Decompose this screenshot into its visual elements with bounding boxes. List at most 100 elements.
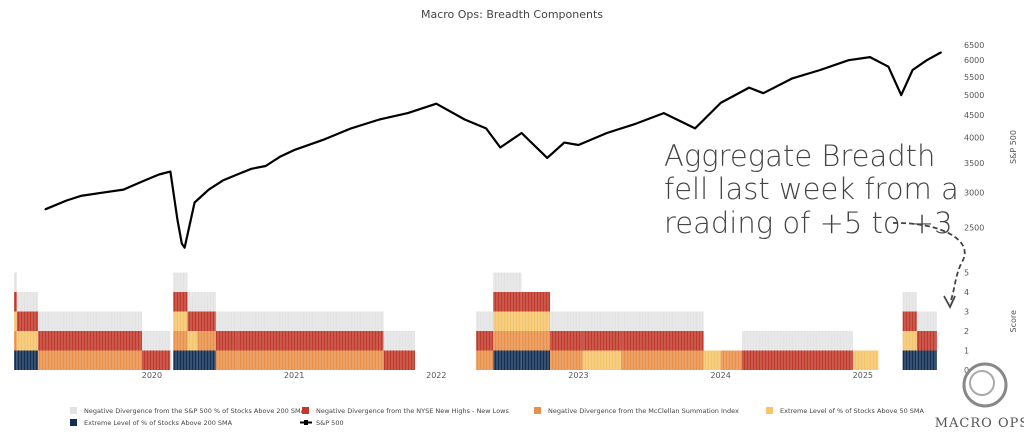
sp500-point [694, 127, 696, 130]
score-bar-div200 [493, 272, 522, 292]
score-tick-label: 0 [964, 366, 969, 375]
y-tick-label: 6500 [964, 41, 984, 50]
score-bar-mcclellan [215, 350, 238, 370]
sp500-point [169, 170, 172, 173]
annotation-line-1: Aggregate Breadth [664, 139, 935, 173]
annotation-line-2: fell last week from a [664, 172, 959, 206]
score-bar-mcclellan [550, 350, 583, 370]
score-tick-label: 2 [964, 327, 969, 336]
annotation: Aggregate Breadth fell last week from a … [664, 139, 966, 310]
score-bar-extreme50 [14, 311, 17, 331]
sp500-point [748, 86, 750, 89]
sp500-point [101, 191, 104, 194]
score-bar-mcclellan [720, 350, 742, 370]
y-tick-label: 4500 [964, 111, 984, 120]
sp500-point [193, 201, 196, 204]
x-tick-label: 2023 [568, 371, 588, 380]
x-tick-label: 2021 [284, 371, 304, 380]
score-bar-nhnl [383, 350, 415, 370]
score-bar-nhnl [16, 311, 39, 331]
sp500-point [719, 101, 722, 104]
legend-label-div200: Negative Divergence from the S&P 500 % o… [84, 407, 306, 415]
legend-marker-spx [304, 420, 308, 425]
sp500-point [485, 127, 487, 130]
sp500-point [563, 141, 566, 144]
sp500-point [250, 167, 253, 170]
score-bar-mcclellan [678, 350, 704, 370]
sp500-point [911, 69, 914, 71]
score-panel: 0 1 2 3 4 5 Score [13, 269, 1018, 375]
score-bar-div200 [621, 311, 679, 331]
score-bar-nhnl [215, 331, 238, 351]
sp500-point [520, 132, 523, 134]
score-bar-div200 [141, 331, 171, 351]
sp500-point [264, 165, 267, 167]
score-bar-nhnl [621, 331, 679, 351]
score-bar-extreme50 [703, 350, 721, 370]
score-bar-div200 [173, 272, 188, 292]
score-bar-mcclellan [476, 350, 494, 370]
sp500-point [499, 146, 502, 149]
x-tick-label: 2022 [426, 371, 446, 380]
sp500-point [207, 188, 210, 191]
y-tick-label: 5500 [964, 73, 984, 82]
sp500-panel: 2500 3000 3500 4000 4500 5000 5500 6000 6500 S&P … [44, 41, 1018, 249]
score-bar-mcclellan [14, 331, 17, 351]
annotation-arrow [892, 222, 966, 304]
sp500-point [350, 127, 352, 130]
sp500-point [143, 179, 146, 182]
sp500-point [293, 149, 296, 151]
sp500-point [321, 139, 324, 142]
score-bar-nhnl [197, 311, 216, 331]
annotation-arrowhead [943, 295, 956, 310]
score-bar-extreme50 [867, 350, 879, 370]
score-bar-div200 [476, 311, 494, 331]
score-bar-nhnl [173, 292, 188, 312]
score-bar-nhnl [550, 331, 583, 351]
sp500-point [158, 173, 160, 176]
score-bar-div200 [383, 331, 415, 351]
score-bar-div200 [187, 292, 198, 312]
sp500-point [869, 56, 871, 58]
sp500-point [847, 59, 850, 62]
sp500-point [634, 122, 637, 125]
legend-label-extreme50: Extreme Level of % of Stocks Above 50 SM… [780, 407, 925, 415]
y-tick-label: 5000 [964, 91, 984, 100]
legend-label-nhnl: Negative Divergence from the NYSE New Hi… [316, 407, 509, 415]
score-bar-extreme200 [493, 350, 522, 370]
sp500-point [79, 195, 82, 197]
legend: Negative Divergence from the S&P 500 % o… [70, 407, 925, 427]
score-bar-div200 [902, 292, 917, 312]
legend-swatch-mcclellan [534, 407, 541, 414]
score-bar-extreme200 [16, 350, 39, 370]
score-bar-mcclellan [173, 331, 188, 351]
score-bar-extreme200 [187, 350, 198, 370]
score-bar-extreme50 [173, 311, 188, 331]
sp500-point [406, 112, 409, 114]
score-bar-nhnl [38, 331, 142, 351]
logo-text: MACRO OPS [935, 416, 1024, 431]
score-bar-div200 [237, 311, 384, 331]
sp500-point [577, 144, 580, 146]
score-bar-extreme200 [197, 350, 216, 370]
y-tick-label: 3000 [964, 189, 984, 198]
legend-swatch-extreme50 [766, 407, 773, 414]
y-tick-label: 2500 [964, 224, 984, 233]
score-bar-nhnl [141, 350, 171, 370]
score-bar-div200 [38, 311, 142, 331]
x-tick-label: 2025 [853, 371, 873, 380]
sp500-point [940, 51, 942, 54]
score-bar-extreme50 [902, 331, 917, 351]
sp500-point [925, 59, 928, 62]
score-bar-div200 [197, 292, 216, 312]
score-bar-mcclellan [621, 350, 679, 370]
sp500-point [122, 188, 125, 191]
score-bar-mcclellan [38, 350, 142, 370]
score-bar-nhnl [187, 311, 198, 331]
x-tick-label: 2024 [710, 371, 730, 380]
score-bar-extreme200 [14, 350, 17, 370]
logo-inner-mark [969, 370, 995, 396]
sp500-point [236, 173, 239, 176]
